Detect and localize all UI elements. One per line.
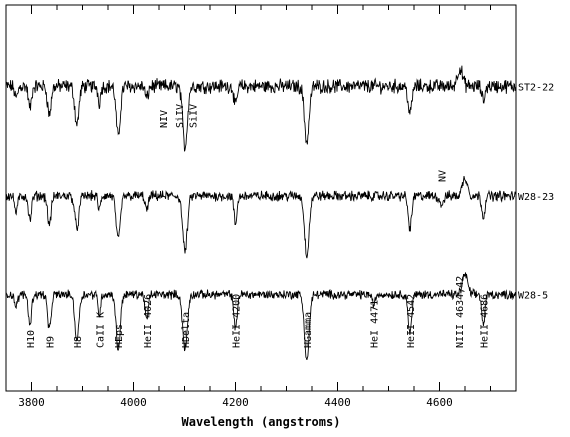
x-tick-label: 3800 — [18, 396, 45, 409]
feature-annotations: NIV SiIV SiIV NV — [159, 104, 448, 182]
x-axis-ticks — [5, 5, 517, 391]
series-label: ST2-22 — [518, 82, 554, 93]
line-label: H9 — [45, 336, 56, 348]
spectra-lines — [5, 65, 517, 361]
line-label: HeI 4471 — [370, 300, 381, 348]
x-tick-label: 4400 — [324, 396, 351, 409]
feature-annotation: SiIV — [189, 104, 200, 128]
spectrum-line — [5, 272, 517, 361]
series-label: W28-23 — [518, 192, 554, 203]
line-label: HeII 4686 — [479, 294, 490, 348]
line-label: HEps — [114, 324, 125, 348]
series-labels: ST2-22 W28-23 W28-5 — [518, 82, 554, 301]
feature-annotation: SiIV — [175, 104, 186, 128]
x-axis-tick-labels: 3800 4000 4200 4400 4600 — [18, 396, 453, 409]
x-tick-label: 4000 — [120, 396, 147, 409]
series-label: W28-5 — [518, 291, 548, 302]
x-axis-label: Wavelength (angstroms) — [182, 415, 341, 429]
feature-annotation: NIV — [159, 110, 170, 128]
x-tick-label: 4600 — [426, 396, 453, 409]
spectrum-line — [5, 176, 517, 259]
line-identification-labels: H10 H9 H8 CaII K HEps HeII 4026 HDelta HeII 420… — [26, 276, 490, 348]
line-label: HeII 4026 — [143, 294, 154, 348]
feature-annotation: NV — [438, 170, 449, 182]
line-label: HeII 4200 — [232, 294, 243, 348]
line-label: HDelta — [181, 312, 192, 348]
line-label: HeII 4542 — [406, 294, 417, 348]
line-label: HGamma — [303, 312, 314, 348]
line-label: H10 — [26, 330, 37, 348]
line-label: H8 — [73, 336, 84, 348]
spectrum-line — [5, 65, 517, 152]
line-label: NIII 4634,42 — [455, 276, 466, 348]
plot-frame — [5, 4, 517, 392]
line-label: CaII K — [95, 312, 106, 348]
x-tick-label: 4200 — [222, 396, 249, 409]
